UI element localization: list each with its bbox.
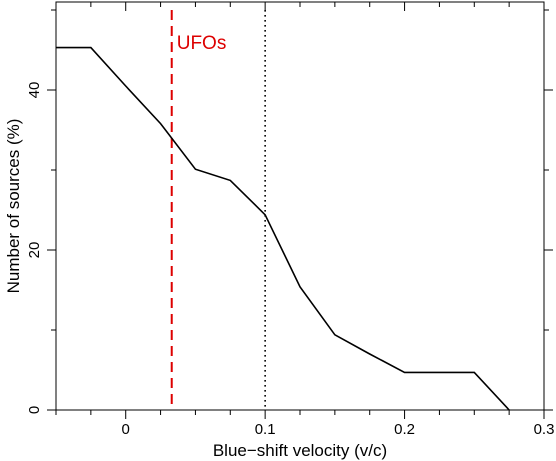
series-line — [56, 46, 510, 411]
ufo-annotation: UFOs — [177, 33, 227, 54]
data-series — [55, 46, 510, 411]
plot-frame — [55, 1, 545, 411]
x-tick-label: 0.2 — [394, 421, 415, 438]
y-tick-label: 20 — [26, 242, 43, 259]
reference-lines: UFOs — [170, 10, 266, 410]
x-tick-label: 0.3 — [534, 421, 555, 438]
x-tick-label: 0 — [122, 421, 130, 438]
axis-ticks — [47, 2, 553, 419]
y-tick-label: 40 — [26, 82, 43, 99]
tick-labels: 0 0.1 0.2 0.3 0 20 40 — [26, 82, 554, 438]
x-axis-title: Blue−shift velocity (v/c) — [213, 441, 387, 460]
x-tick-label: 0.1 — [255, 421, 276, 438]
y-axis-title: Number of sources (%) — [4, 119, 23, 294]
y-tick-label: 0 — [26, 406, 43, 414]
